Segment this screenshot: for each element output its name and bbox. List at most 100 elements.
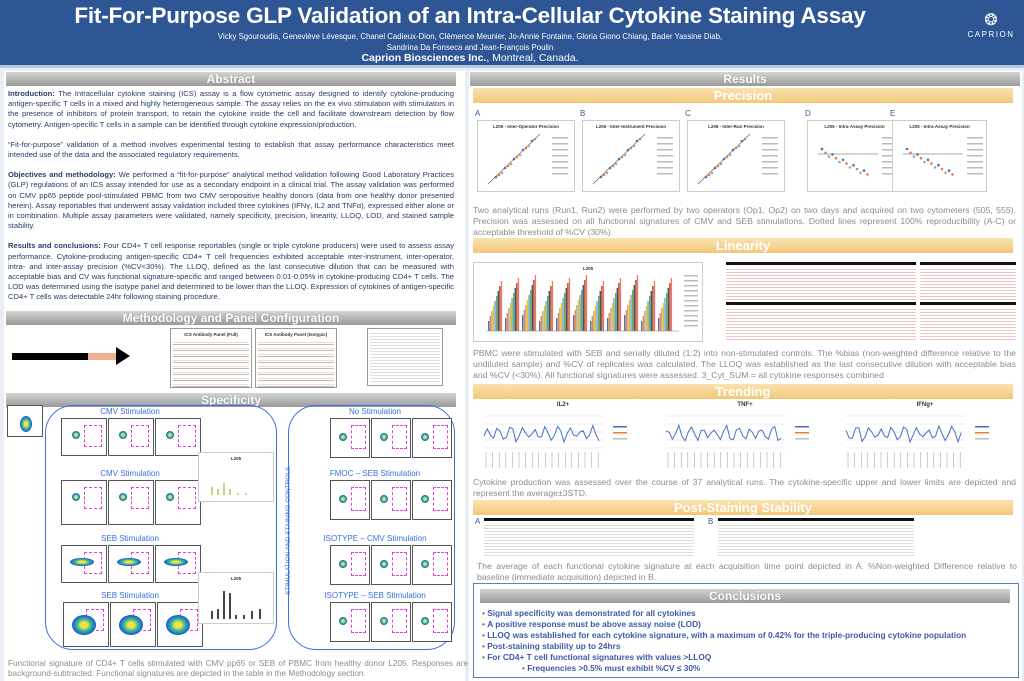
authors-line-1: Vicky Sgouroudis, Geneviève Lévesque, Ch… [217, 31, 723, 41]
linearity-bar [513, 293, 515, 331]
linearity-bar [593, 311, 595, 331]
plot-gate [392, 487, 407, 511]
trending-line [483, 415, 627, 468]
abstract-fit: “Fit-for-purpose” validation of a method… [8, 139, 454, 160]
plot-population [166, 431, 174, 439]
plot-population [72, 431, 80, 439]
linearity-caption: PBMC were stimulated with SEB and serial… [473, 348, 1016, 380]
plot-population [119, 615, 143, 635]
affiliation-location: , Montreal, Canada. [486, 52, 579, 64]
plot-gate [392, 552, 407, 576]
panel-letter: B [580, 109, 586, 118]
chart-title: L205 - Inter-Operator Precision [492, 124, 560, 129]
conclusion-item: Signal specificity was demonstrated for … [482, 608, 966, 619]
plot-population [339, 433, 347, 441]
flow-plot [110, 602, 156, 647]
linearity-bar [667, 288, 669, 331]
linearity-bar [496, 296, 498, 331]
precision-chart: L205 - Inter-Instrument Precision [582, 120, 680, 192]
stability-table-a [484, 518, 694, 556]
results-label: Results and conclusions: [8, 241, 101, 251]
table-rows [920, 307, 1016, 340]
linearity-bar [526, 300, 529, 331]
linearity-bar [505, 318, 507, 331]
linearity-bar [662, 303, 665, 331]
plot-gate [84, 425, 102, 447]
trending-line [845, 415, 989, 468]
linearity-bar [585, 275, 588, 331]
linearity-bar [574, 310, 576, 331]
linearity-bar [511, 298, 513, 331]
table-rows [258, 339, 334, 387]
linearity-bar [590, 321, 592, 331]
table-rows [920, 267, 1016, 300]
conclusion-subitem: Frequencies >0.5% must exhibit %CV ≤ 30% [482, 663, 966, 674]
panel-letter: A [475, 109, 481, 118]
trending-caption: Cytokine production was assessed over th… [473, 477, 1016, 498]
linearity-bar [533, 280, 535, 331]
linearity-bar [666, 293, 668, 331]
panel-letter: E [890, 109, 896, 118]
trending-line [665, 415, 809, 468]
linearity-bar [619, 278, 622, 331]
plot-gate [351, 425, 366, 449]
conclusions-heading: Conclusions [480, 589, 1010, 603]
stimulation-title: CMV Stimulation [100, 407, 160, 416]
stability-heading: Post-Staining Stability [473, 500, 1013, 515]
linearity-bar [598, 296, 600, 331]
linearity-bar [506, 313, 508, 331]
plot-gate [131, 487, 149, 509]
linearity-bar [545, 301, 547, 331]
authors-line-2: Sandrina Da Fonseca and Jean-François Po… [386, 42, 554, 52]
stability-caption: The average of each functional cytokine … [477, 561, 1017, 582]
linearity-bar [489, 316, 491, 331]
flow-plot [330, 480, 370, 520]
plot-population [339, 560, 347, 568]
plot-population [72, 615, 96, 635]
timeline-arrow [12, 353, 117, 360]
plot-population [72, 493, 80, 501]
table-header [726, 262, 916, 265]
functional-signatures-table [367, 328, 443, 386]
plot-gate [392, 425, 407, 449]
table-header [920, 302, 1016, 305]
linearity-bar [488, 321, 490, 331]
linearity-bar [540, 316, 542, 331]
flow-plot [330, 602, 370, 642]
conclusion-item: A positive response must be above assay … [482, 619, 966, 630]
linearity-bar [601, 286, 603, 331]
linearity-table [726, 302, 916, 340]
linearity-bar [551, 281, 554, 331]
linearity-bar [494, 301, 496, 331]
linearity-bar [650, 291, 652, 331]
linearity-bar [591, 316, 593, 331]
bar-marks [211, 591, 261, 619]
abstract-text: Introduction: The Intracellular cytokine… [8, 89, 454, 313]
antigen-stimulation-box [45, 405, 277, 650]
linearity-bar [573, 315, 575, 331]
plot-population [166, 615, 190, 635]
linearity-bar [559, 308, 561, 331]
linearity-bar [594, 306, 597, 331]
linearity-bar [636, 275, 639, 331]
linearity-bar [556, 318, 558, 331]
flow-plot [157, 602, 203, 647]
conclusions-list: Signal specificity was demonstrated for … [482, 608, 966, 674]
stimulation-title: SEB Stimulation [101, 591, 159, 600]
results-text: Four CD4+ T cell response reportables (s… [8, 241, 454, 302]
flow-plot [108, 418, 154, 456]
plot-population [421, 495, 429, 503]
logo-mark-icon: ❂ [984, 12, 998, 29]
specificity-bar-chart-cmv: L205 [198, 452, 274, 502]
linearity-chart: L205 [473, 262, 703, 342]
linearity-bar [670, 278, 673, 331]
plot-gate [178, 425, 196, 447]
linearity-bar [534, 275, 537, 331]
precision-scatter [818, 137, 898, 176]
linearity-bar [528, 295, 530, 331]
linearity-table [920, 262, 1016, 300]
control-title: ISOTYPE – SEB Stimulation [324, 591, 426, 600]
table-rows [726, 267, 916, 300]
linearity-bar [497, 291, 499, 331]
linearity-bar [611, 303, 614, 331]
